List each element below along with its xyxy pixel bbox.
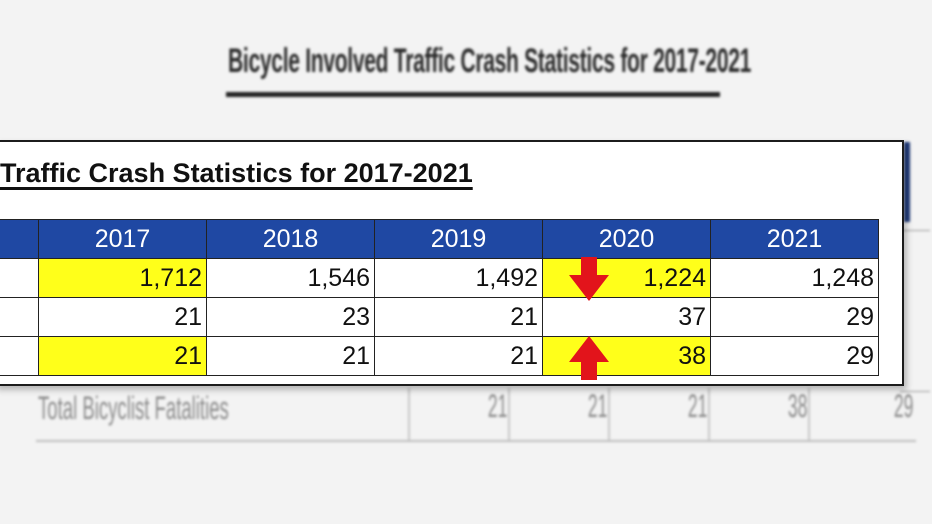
table-header-row: 2017 2018 2019 2020 2021 [0,219,879,259]
table-row: 21 21 21 38 29 [0,336,879,376]
arrow-up-icon [569,336,609,380]
column-header-2019: 2019 [374,219,543,259]
background-row-label: Total Bicyclist Fatalities [38,390,229,426]
column-header-2018: 2018 [206,219,375,259]
background-title: Bicycle Involved Traffic Crash Statistic… [228,42,752,80]
table-cell: 21 [38,297,207,337]
table-cell: 38 [542,336,711,376]
table-cell: 1,492 [374,258,543,298]
background-cell: 21 [408,388,510,440]
column-header-2017: 2017 [38,219,207,259]
column-header-2020: 2020 [542,219,711,259]
card-title: Traffic Crash Statistics for 2017-2021 [0,158,473,188]
table-cell: 29 [710,297,879,337]
background-cell: 21 [608,388,710,440]
background-cell: 38 [708,388,810,440]
background-header-edge [904,142,910,222]
background-title-underline [226,92,720,97]
arrow-down-icon [569,257,609,301]
background-table-edge [900,230,930,392]
background-cell: 21 [508,388,610,440]
table-row: 21 23 21 37 29 [0,297,879,337]
row-label-header [0,219,39,259]
table-cell: 21 [206,336,375,376]
table-cell: 37 [542,297,711,337]
table-cell: 1,546 [206,258,375,298]
table-cell: 21 [374,336,543,376]
row-label-cell [0,297,39,337]
background-cell: 29 [808,388,916,440]
table-cell: 1,712 [38,258,207,298]
row-label-cell [0,258,39,298]
statistics-card: Traffic Crash Statistics for 2017-2021 2… [0,140,904,386]
table-cell: 23 [206,297,375,337]
table-cell: 21 [38,336,207,376]
statistics-table: 2017 2018 2019 2020 2021 1,712 1,546 1,4… [0,219,879,376]
row-label-cell [0,336,39,376]
table-row: 1,712 1,546 1,492 1,224 1,248 [0,258,879,298]
table-cell: 1,248 [710,258,879,298]
background-fatalities-row: Total Bicyclist Fatalities 21 21 21 38 2… [36,388,916,442]
column-header-2021: 2021 [710,219,879,259]
table-cell: 1,224 [542,258,711,298]
table-cell: 21 [374,297,543,337]
table-cell: 29 [710,336,879,376]
